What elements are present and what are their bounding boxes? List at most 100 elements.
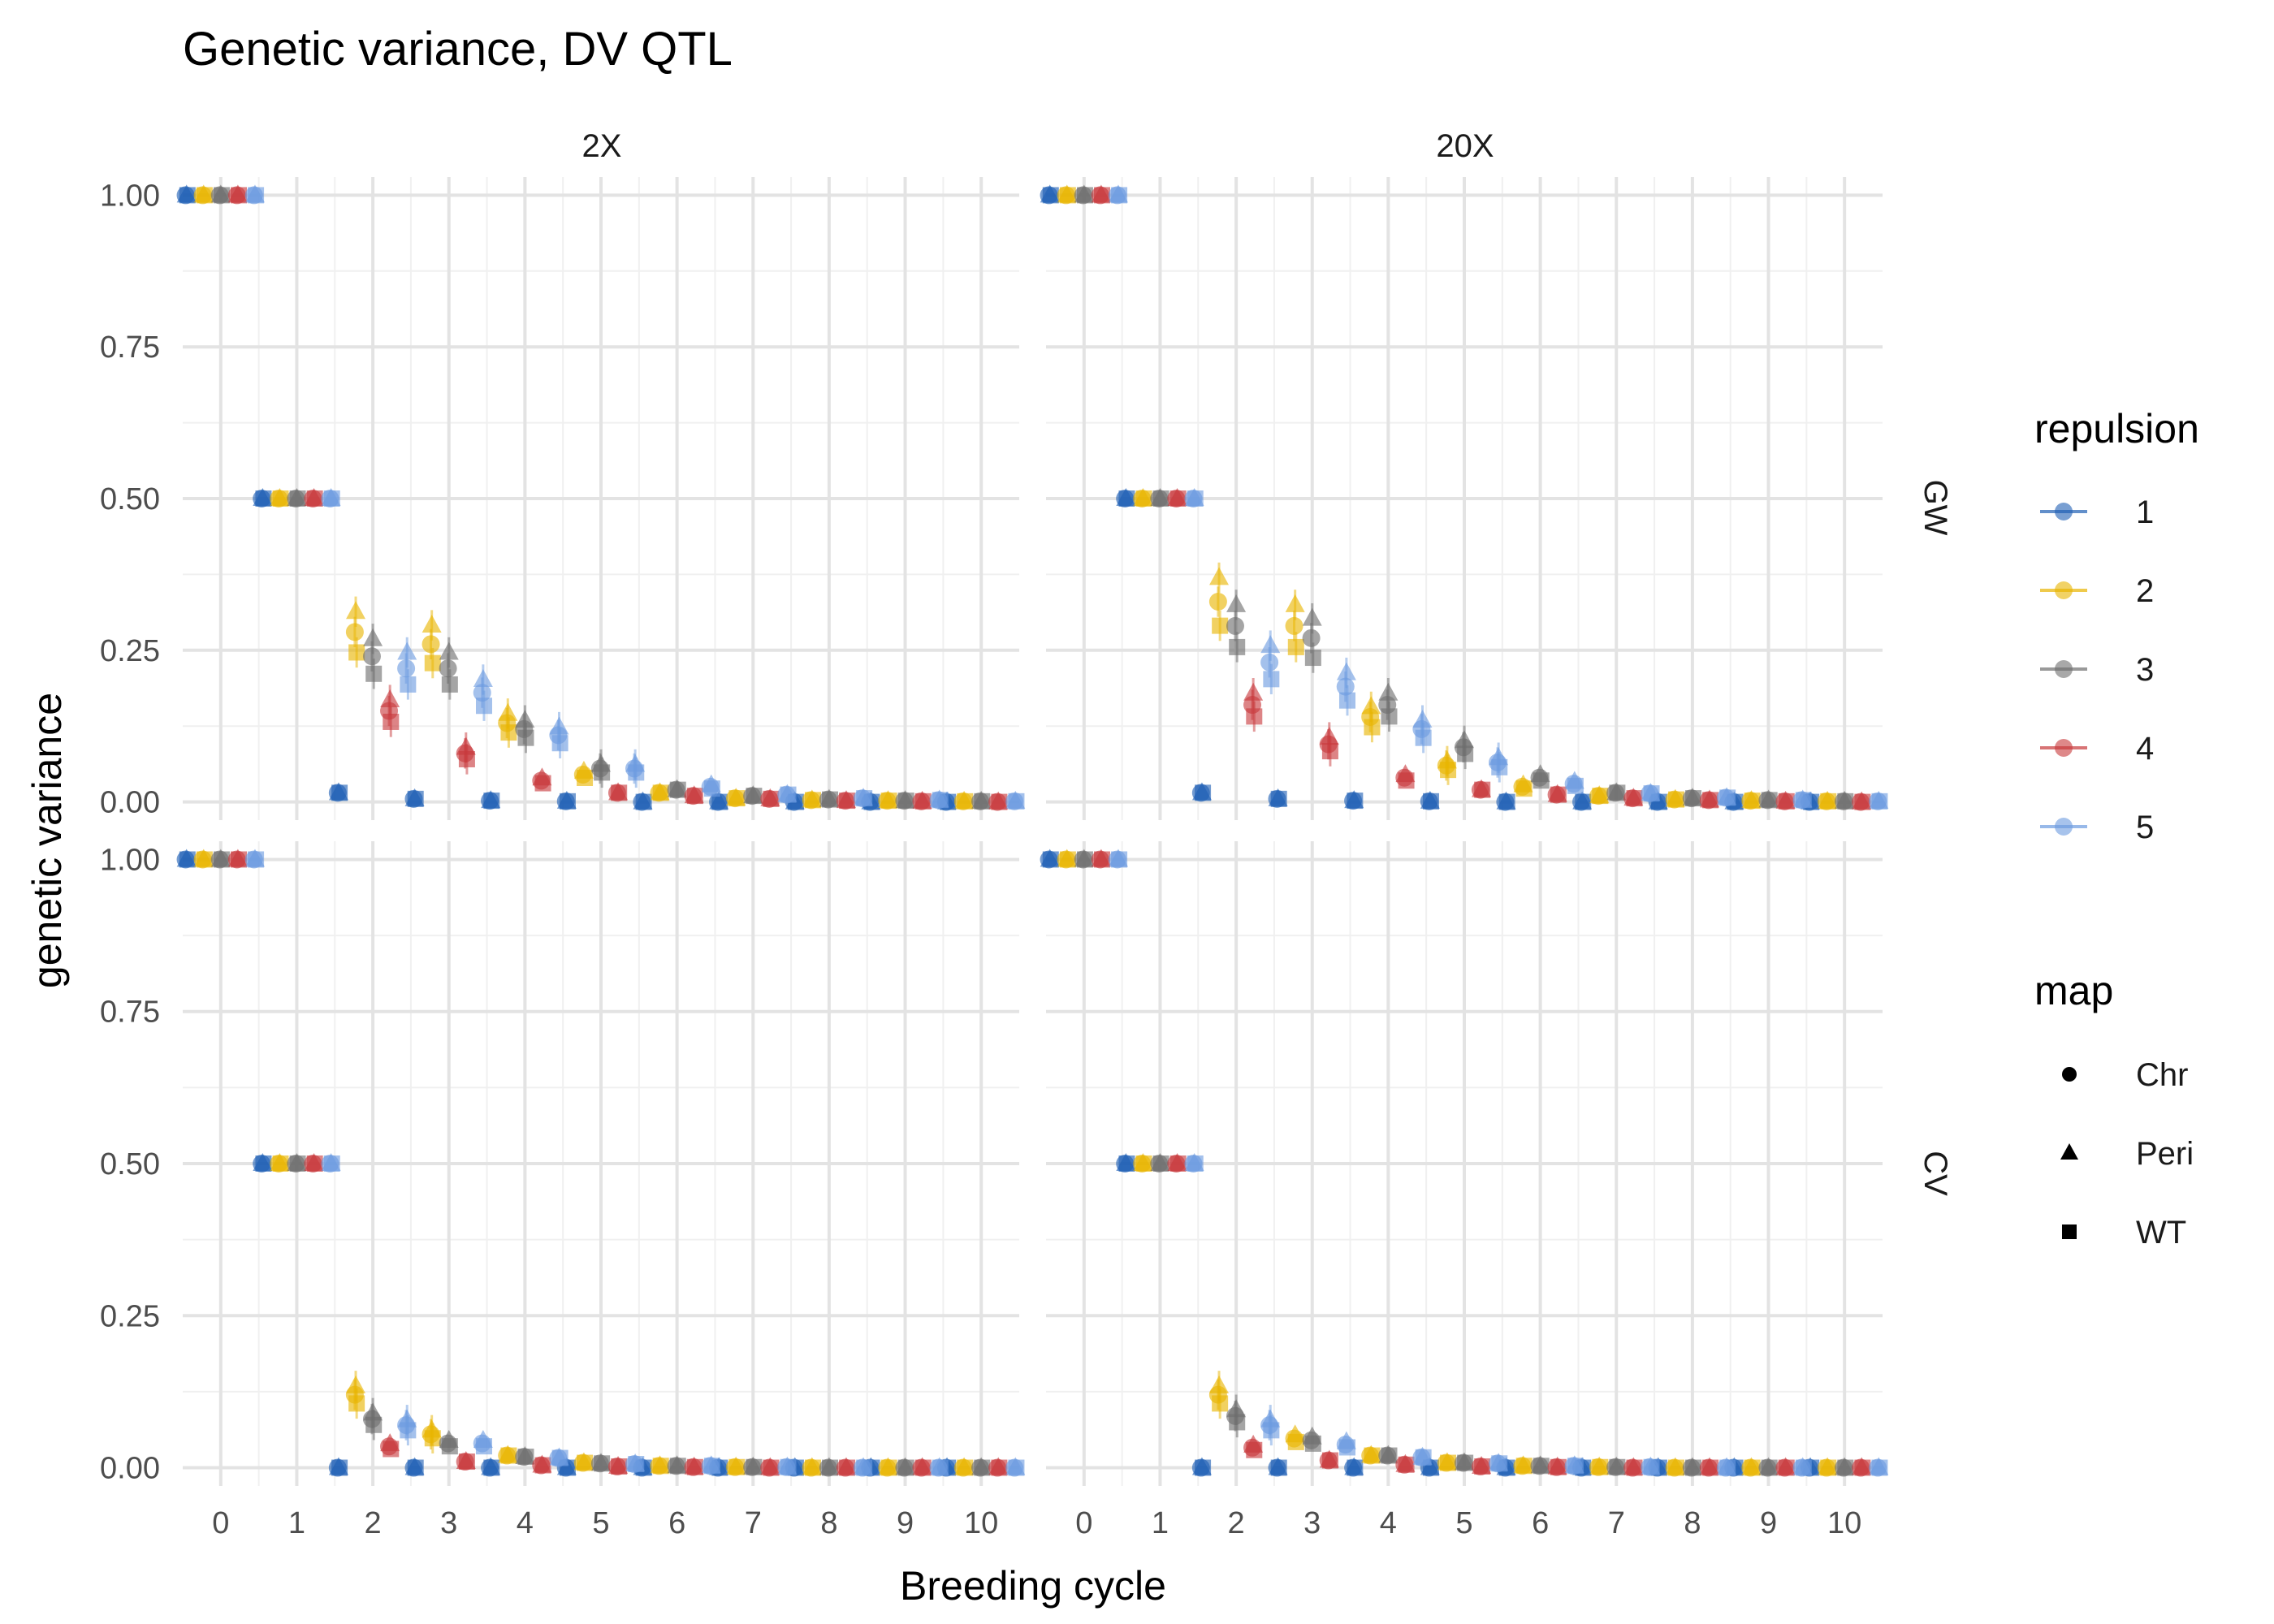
point-rep1-wt xyxy=(1498,793,1515,810)
point-rep5-wt xyxy=(1491,1455,1508,1472)
point-rep3-wt xyxy=(897,1459,914,1476)
point-rep5-wt xyxy=(248,187,265,204)
point-rep3-wt xyxy=(1457,745,1474,762)
point-rep2-wt xyxy=(348,644,365,661)
point-rep2-peri xyxy=(1285,594,1305,612)
point-rep4-wt xyxy=(763,790,780,807)
point-rep2-wt xyxy=(577,769,594,786)
point-rep5-wt xyxy=(1263,1422,1280,1439)
point-rep4-wt xyxy=(1854,793,1871,810)
point-rep3-wt xyxy=(441,1438,458,1455)
point-rep3-wt xyxy=(1152,1155,1169,1172)
point-rep4-wt xyxy=(1778,1459,1795,1476)
point-rep5-wt xyxy=(1415,729,1432,746)
x-tick-label: 10 xyxy=(1827,1506,1861,1540)
point-rep5-wt xyxy=(780,786,797,803)
point-rep2-wt xyxy=(1667,791,1684,808)
point-rep4-wt xyxy=(458,750,475,767)
x-tick-label: 0 xyxy=(1075,1506,1092,1540)
point-rep3-wt xyxy=(594,764,611,781)
point-rep3-wt xyxy=(441,676,458,693)
point-rep3-wt xyxy=(1304,1435,1321,1452)
point-rep3-wt xyxy=(1761,792,1778,809)
point-rep4-wt xyxy=(1246,708,1263,725)
y-tick-label: 0.00 xyxy=(100,786,160,820)
point-rep4-wt xyxy=(1702,792,1719,809)
point-rep2-wt xyxy=(1059,187,1076,204)
point-rep3-chr xyxy=(1302,628,1321,647)
point-rep2-peri xyxy=(1209,567,1230,585)
point-rep4-wt xyxy=(1169,490,1187,507)
point-rep4-wt xyxy=(231,187,248,204)
x-tick-label: 7 xyxy=(745,1506,762,1540)
point-rep1-wt xyxy=(407,1459,424,1476)
point-rep5-wt xyxy=(475,698,492,715)
point-rep5-wt xyxy=(1643,785,1660,802)
point-rep5-wt xyxy=(1719,1459,1736,1476)
point-rep3-wt xyxy=(1152,490,1169,507)
point-rep4-wt xyxy=(839,793,856,810)
legend-item-map-peri: Peri xyxy=(2060,1136,2194,1172)
point-rep3-peri xyxy=(1378,682,1399,701)
x-tick-label: 5 xyxy=(1455,1506,1472,1540)
legend-label: 3 xyxy=(2136,652,2154,688)
point-rep1-wt xyxy=(483,1459,500,1476)
point-rep2-wt xyxy=(1515,780,1533,797)
point-rep1-wt xyxy=(1347,1459,1364,1476)
y-axis-label: genetic variance xyxy=(24,693,70,988)
x-tick-label: 7 xyxy=(1608,1506,1625,1540)
point-rep2-peri xyxy=(346,1375,366,1393)
legend-label: WT xyxy=(2136,1215,2186,1250)
point-rep1-wt xyxy=(179,187,196,204)
point-rep3-peri xyxy=(1302,607,1322,626)
point-rep3-wt xyxy=(213,851,230,868)
point-rep5-wt xyxy=(475,1438,492,1455)
point-rep4-wt xyxy=(1094,187,1111,204)
point-rep1-wt xyxy=(1575,793,1592,810)
x-tick-label: 5 xyxy=(592,1506,609,1540)
point-rep4-wt xyxy=(914,1459,932,1476)
legend-map-title: map xyxy=(2034,968,2113,1013)
legend-key-point xyxy=(2055,660,2073,678)
point-rep3-wt xyxy=(1761,1459,1778,1476)
point-rep3-wt xyxy=(1609,784,1626,801)
legend-item-repulsion-1: 1 xyxy=(2040,495,2154,530)
x-tick-label: 2 xyxy=(1228,1506,1245,1540)
point-rep3-wt xyxy=(1533,1458,1550,1475)
point-rep4-wt xyxy=(1474,781,1491,798)
point-rep2-wt xyxy=(1592,1458,1609,1475)
point-rep4-wt xyxy=(1702,1459,1719,1476)
point-rep5-chr xyxy=(397,659,416,678)
y-tick-label: 1.00 xyxy=(100,843,160,877)
legend-item-repulsion-2: 2 xyxy=(2040,573,2154,609)
point-rep3-wt xyxy=(746,1458,763,1475)
point-rep4-wt xyxy=(383,713,400,730)
point-rep3-peri xyxy=(363,628,383,646)
point-rep4-wt xyxy=(1474,1458,1491,1475)
point-rep5-wt xyxy=(1187,1155,1204,1172)
point-rep2-wt xyxy=(1440,762,1457,779)
point-rep5-wt xyxy=(703,780,720,797)
point-rep4-wt xyxy=(1321,743,1338,760)
point-rep3-wt xyxy=(746,788,763,805)
point-rep3-wt xyxy=(1685,790,1702,807)
point-rep2-wt xyxy=(1820,1459,1837,1476)
point-rep3-wt xyxy=(1381,708,1398,725)
point-rep5-wt xyxy=(780,1458,797,1475)
point-rep4-wt xyxy=(611,1458,628,1475)
x-tick-label: 6 xyxy=(668,1506,685,1540)
point-rep2-peri xyxy=(1361,696,1381,715)
x-axis-label: Breeding cycle xyxy=(900,1563,1166,1609)
point-rep2-chr xyxy=(1285,616,1303,635)
circle-icon xyxy=(2062,1067,2077,1082)
legend-key-point xyxy=(2055,581,2073,599)
point-rep2-wt xyxy=(1592,788,1609,805)
x-tick-label: 1 xyxy=(288,1506,305,1540)
point-rep5-wt xyxy=(856,1459,873,1476)
point-rep3-wt xyxy=(517,1449,534,1466)
point-rep2-wt xyxy=(1059,851,1076,868)
point-rep4-peri xyxy=(380,689,400,708)
x-tick-label: 9 xyxy=(897,1506,914,1540)
point-rep5-peri xyxy=(397,641,417,660)
point-rep2-wt xyxy=(577,1454,594,1471)
